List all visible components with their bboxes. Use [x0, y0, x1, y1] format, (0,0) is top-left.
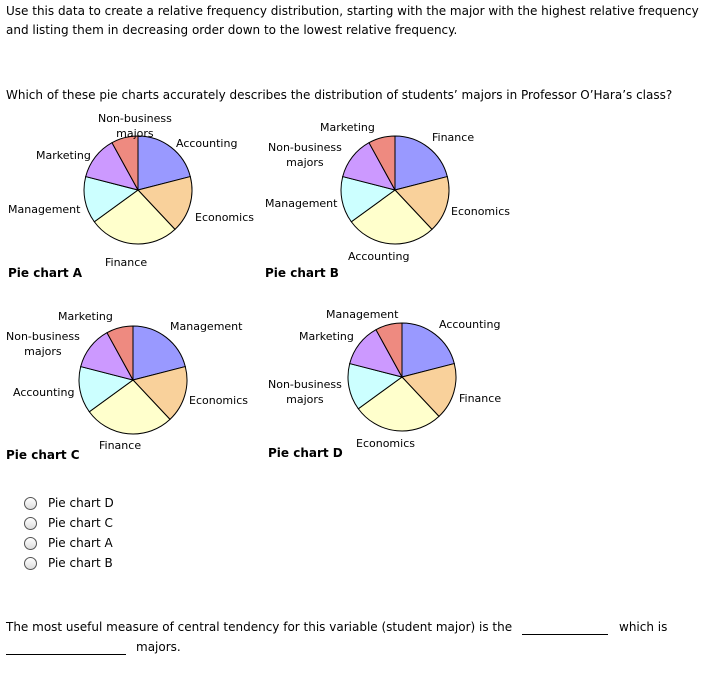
pie-chart-d	[347, 322, 457, 432]
pie-slice-economics	[394, 175, 450, 231]
slice-label: Marketing	[299, 330, 354, 343]
slice-label: Economics	[356, 437, 415, 450]
slice-label: Management	[326, 308, 399, 321]
slice-label: Accounting	[439, 318, 501, 331]
slice-label: Economics	[451, 205, 510, 218]
slice-label: Marketing	[36, 149, 91, 162]
slice-label: Management	[265, 197, 338, 210]
pie-slice-finance	[88, 379, 171, 435]
pie-slice-economics	[132, 365, 188, 421]
pie-slice-finance	[93, 189, 176, 245]
slice-label: Non-business majors	[268, 378, 342, 406]
radio-button[interactable]	[24, 516, 37, 530]
pie-slice-accounting	[401, 322, 455, 378]
radio-button[interactable]	[24, 556, 37, 570]
option-pie-chart-c[interactable]: Pie chart C	[24, 514, 113, 532]
instructions: Use this data to create a relative frequ…	[6, 4, 699, 18]
slice-label: Economics	[189, 394, 248, 407]
radio-button[interactable]	[24, 536, 37, 550]
slice-label: Accounting	[176, 137, 238, 150]
answer-blank-1[interactable]	[522, 634, 608, 635]
pie-slice-economics	[137, 175, 193, 231]
radio-button[interactable]	[24, 496, 37, 510]
pie-slice-management	[375, 322, 403, 378]
pie-slice-economics	[357, 376, 440, 432]
slice-label: Marketing	[58, 310, 113, 323]
slice-label: Finance	[432, 131, 475, 144]
pie-slice-marketing	[368, 135, 396, 191]
slice-label: Non-business majors	[268, 141, 342, 169]
slice-label: Non-business majors	[98, 112, 172, 140]
slice-label: Management	[8, 203, 81, 216]
option-label: Pie chart A	[48, 536, 113, 550]
answer-blank-2[interactable]	[6, 654, 126, 655]
question: Which of these pie charts accurately des…	[6, 88, 673, 102]
slice-label: Accounting	[348, 250, 410, 263]
pie-chart-c	[78, 325, 188, 435]
fill-in-text-2: which is	[619, 620, 668, 634]
pie-chart-a	[83, 135, 193, 245]
slice-label: Accounting	[13, 386, 75, 399]
instructions-line2: and listing them in decreasing order dow…	[6, 23, 458, 37]
option-label: Pie chart C	[48, 516, 113, 530]
pie-slice-non-business-majors	[111, 135, 139, 191]
slice-label: Finance	[105, 256, 148, 269]
fill-in-text-1: The most useful measure of central tende…	[6, 620, 513, 634]
pie-chart-title: Pie chart A	[8, 266, 83, 280]
pie-chart-title: Pie chart C	[6, 448, 80, 462]
pie-slice-finance	[401, 362, 457, 418]
option-pie-chart-b[interactable]: Pie chart B	[24, 554, 113, 572]
option-label: Pie chart B	[48, 556, 113, 570]
pie-slice-marketing	[106, 325, 134, 381]
option-pie-chart-d[interactable]: Pie chart D	[24, 494, 114, 512]
slice-label: Economics	[195, 211, 254, 224]
pie-slice-accounting	[350, 189, 433, 245]
slice-label: Management	[170, 320, 243, 333]
option-label: Pie chart D	[48, 496, 114, 510]
pie-chart-title: Pie chart B	[265, 266, 339, 280]
slice-label: Finance	[459, 392, 502, 405]
pie-slice-finance	[394, 135, 448, 191]
pie-slice-accounting	[137, 135, 191, 191]
pie-chart-b	[340, 135, 450, 245]
pie-slice-management	[132, 325, 186, 381]
slice-label: Non-business majors	[6, 330, 80, 358]
pie-chart-title: Pie chart D	[268, 446, 343, 460]
fill-in-text-3: majors.	[136, 640, 181, 654]
slice-label: Marketing	[320, 121, 375, 134]
slice-label: Finance	[99, 439, 142, 452]
option-pie-chart-a[interactable]: Pie chart A	[24, 534, 113, 552]
